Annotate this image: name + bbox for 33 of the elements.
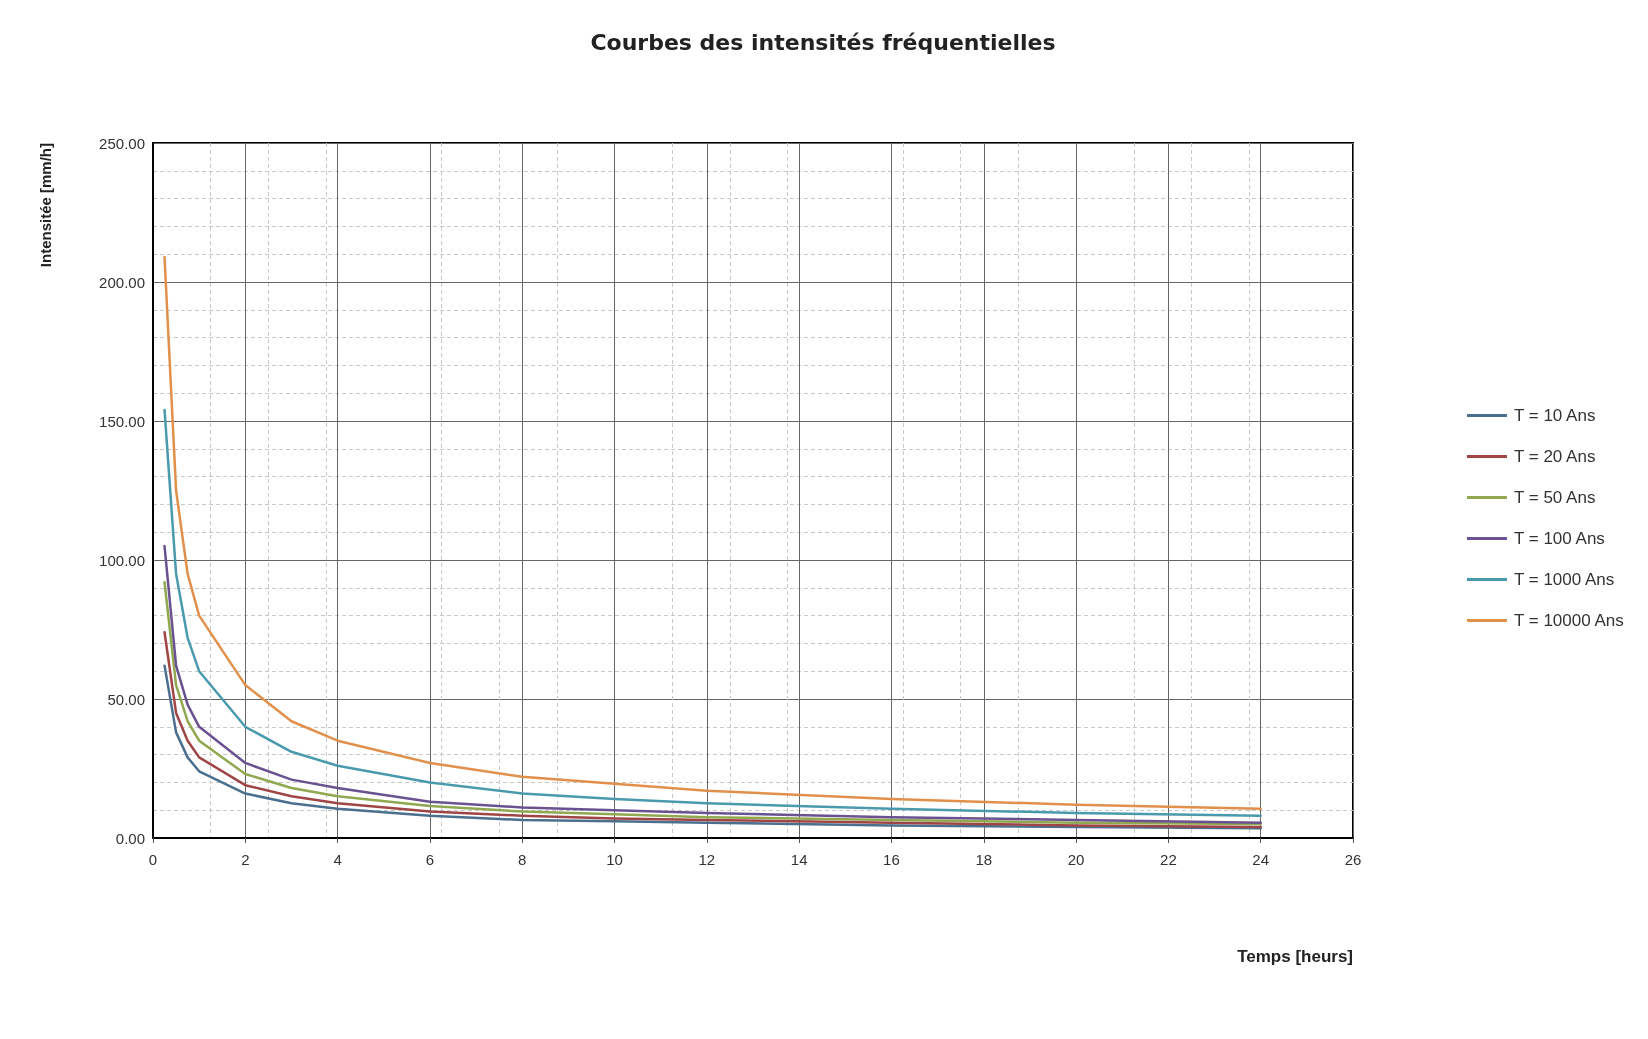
- x-tick-label: 16: [883, 851, 900, 868]
- x-tick-label: 10: [606, 851, 623, 868]
- y-axis-title: Intensitée [mm/h]: [37, 143, 54, 268]
- line-series: [163, 255, 1262, 811]
- y-tick-label: 200.00: [99, 273, 145, 291]
- y-tick-label: 50.00: [107, 690, 145, 708]
- x-tick-label: 2: [241, 851, 250, 868]
- line-series: [163, 631, 1262, 829]
- x-tick-label: 18: [975, 851, 993, 868]
- x-axis-title: Temps [heurs]: [1237, 947, 1353, 966]
- x-tick-label: 0: [148, 851, 158, 868]
- y-tick-label: 150.00: [99, 412, 145, 430]
- x-tick-label: 20: [1067, 851, 1085, 868]
- legend-label: T = 50 Ans: [1513, 488, 1596, 507]
- chart-title: Courbes des intensités fréquentielles: [590, 29, 1056, 55]
- y-tick-label: 100.00: [99, 551, 145, 569]
- line-series: [163, 664, 1262, 830]
- x-tick-label: 6: [425, 851, 435, 868]
- legend-label: T = 100 Ans: [1513, 529, 1605, 548]
- x-tick-label: 8: [518, 851, 527, 868]
- x-tick-label: 12: [698, 851, 716, 868]
- legend-label: T = 10000 Ans: [1513, 611, 1624, 630]
- legend-label: T = 20 Ans: [1513, 447, 1596, 466]
- y-tick-label: 0.00: [115, 829, 145, 847]
- y-tick-label: 250.00: [99, 134, 145, 152]
- x-tick-label: 26: [1344, 851, 1362, 868]
- legend-label: T = 10 Ans: [1513, 406, 1596, 425]
- x-tick-label: 14: [790, 851, 808, 868]
- x-tick-label: 22: [1160, 851, 1177, 868]
- legend-label: T = 1000 Ans: [1513, 570, 1615, 589]
- x-tick-label: 24: [1252, 851, 1270, 868]
- x-tick-label: 4: [333, 851, 342, 868]
- line-series: [163, 408, 1262, 818]
